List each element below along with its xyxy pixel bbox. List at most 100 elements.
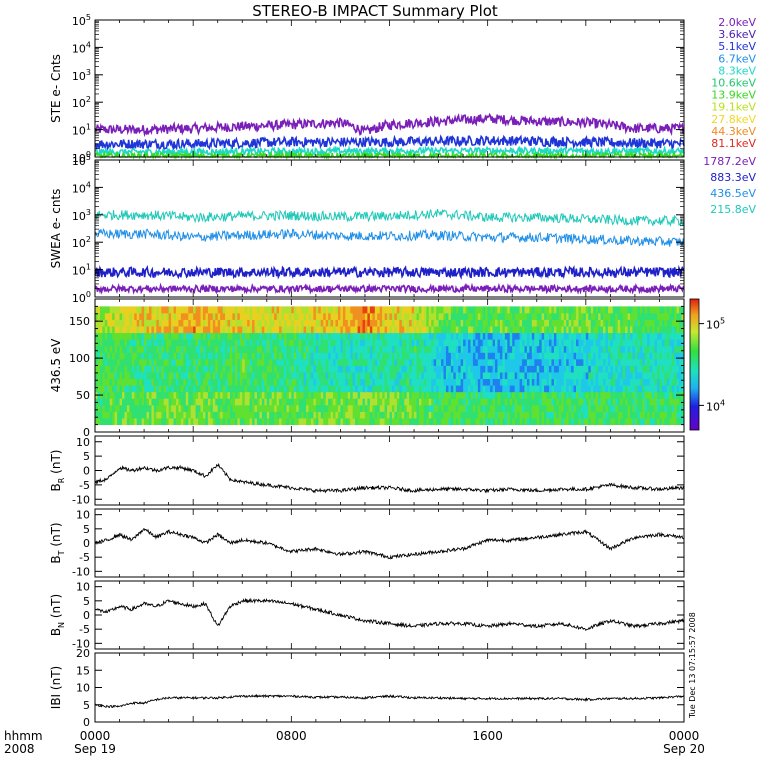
heatmap-cell: [480, 378, 484, 386]
heatmap-cell: [504, 378, 508, 386]
heatmap-cell: [394, 306, 398, 314]
heatmap-cell: [627, 312, 631, 320]
heatmap-cell: [387, 312, 390, 320]
heatmap-cell: [549, 339, 552, 347]
heatmap-cell: [652, 365, 655, 373]
heatmap-cell: [448, 372, 452, 380]
y-tick-label: 5: [83, 595, 90, 608]
heatmap-cell: [617, 312, 621, 320]
heatmap-cell: [509, 391, 513, 399]
heatmap-cell: [546, 306, 550, 314]
trace-b: [94, 693, 685, 709]
heatmap-cell: [453, 332, 457, 340]
heatmap-cell: [129, 378, 133, 386]
heatmap-cell: [566, 372, 570, 380]
heatmap-cell: [139, 358, 143, 366]
heatmap-cell: [178, 326, 182, 334]
heatmap-cell: [124, 404, 128, 412]
heatmap-cell: [519, 339, 523, 347]
heatmap-cell: [441, 306, 444, 314]
heatmap-cell: [109, 372, 113, 380]
heatmap-cell: [212, 372, 216, 380]
heatmap-cell: [315, 385, 319, 393]
heatmap-cell: [362, 345, 366, 353]
heatmap-cell: [328, 312, 331, 320]
heatmap-cell: [259, 418, 263, 426]
heatmap-cell: [544, 404, 547, 412]
heatmap-cell: [173, 339, 177, 347]
heatmap-cell: [583, 352, 587, 360]
heatmap-cell: [158, 352, 162, 360]
heatmap-cell: [443, 404, 447, 412]
heatmap-cell: [522, 385, 525, 393]
heatmap-cell: [129, 312, 133, 320]
heatmap-cell: [561, 312, 565, 320]
heatmap-cell: [463, 345, 466, 353]
heatmap-cell: [588, 352, 592, 360]
heatmap-cell: [303, 339, 307, 347]
heatmap-cell: [549, 345, 552, 353]
heatmap-cell: [122, 385, 125, 393]
heatmap-cell: [411, 418, 415, 426]
heatmap-cell: [409, 391, 412, 399]
heatmap-cell: [288, 319, 292, 327]
heatmap-cell: [352, 332, 356, 340]
heatmap-cell: [556, 332, 560, 340]
heatmap-cell: [443, 358, 447, 366]
heatmap-cell: [593, 385, 597, 393]
heatmap-cell: [509, 411, 513, 419]
heatmap-cell: [136, 358, 140, 366]
heatmap-cell: [568, 345, 572, 353]
heatmap-cell: [585, 378, 589, 386]
heatmap-cell: [306, 418, 309, 426]
heatmap-cell: [320, 391, 324, 399]
heatmap-cell: [418, 418, 422, 426]
heatmap-cell: [276, 378, 280, 386]
heatmap-cell: [382, 332, 385, 340]
heatmap-cell: [200, 378, 204, 386]
heatmap-cell: [531, 378, 535, 386]
heatmap-cell: [406, 365, 410, 373]
heatmap-cell: [605, 365, 609, 373]
heatmap-cell: [379, 326, 383, 334]
y-tick-label: 101: [72, 263, 91, 278]
heatmap-cell: [445, 418, 449, 426]
heatmap-cell: [244, 418, 248, 426]
y-tick-label: 5: [83, 450, 90, 463]
heatmap-cell: [362, 404, 366, 412]
heatmap-cell: [669, 339, 673, 347]
heatmap-cell: [450, 411, 454, 419]
heatmap-cell: [556, 404, 560, 412]
heatmap-cell: [644, 378, 648, 386]
heatmap-cell: [330, 319, 334, 327]
heatmap-cell: [352, 365, 356, 373]
heatmap-cell: [617, 398, 621, 406]
heatmap-cell: [225, 372, 228, 380]
heatmap-cell: [588, 391, 592, 399]
heatmap-cell: [340, 385, 344, 393]
heatmap-cell: [337, 326, 341, 334]
heatmap-cell: [261, 345, 265, 353]
y-tick-label: 10: [76, 436, 90, 449]
heatmap-cell: [151, 391, 155, 399]
heatmap-cell: [531, 398, 535, 406]
heatmap-cell: [136, 365, 140, 373]
heatmap-cell: [320, 385, 324, 393]
heatmap-cell: [153, 326, 157, 334]
heatmap-cell: [293, 358, 297, 366]
heatmap-cell: [367, 358, 371, 366]
heatmap-cell: [330, 411, 334, 419]
heatmap-cell: [95, 411, 98, 419]
heatmap-cell: [605, 339, 609, 347]
heatmap-cell: [315, 365, 319, 373]
heatmap-cell: [455, 339, 459, 347]
heatmap-cell: [517, 378, 520, 386]
heatmap-cell: [205, 352, 209, 360]
heatmap-cell: [288, 404, 292, 412]
heatmap-cell: [391, 378, 395, 386]
heatmap-cell: [367, 411, 371, 419]
heatmap-cell: [634, 404, 638, 412]
heatmap-cell: [414, 358, 417, 366]
heatmap-cell: [247, 358, 251, 366]
heatmap-cell: [126, 391, 130, 399]
